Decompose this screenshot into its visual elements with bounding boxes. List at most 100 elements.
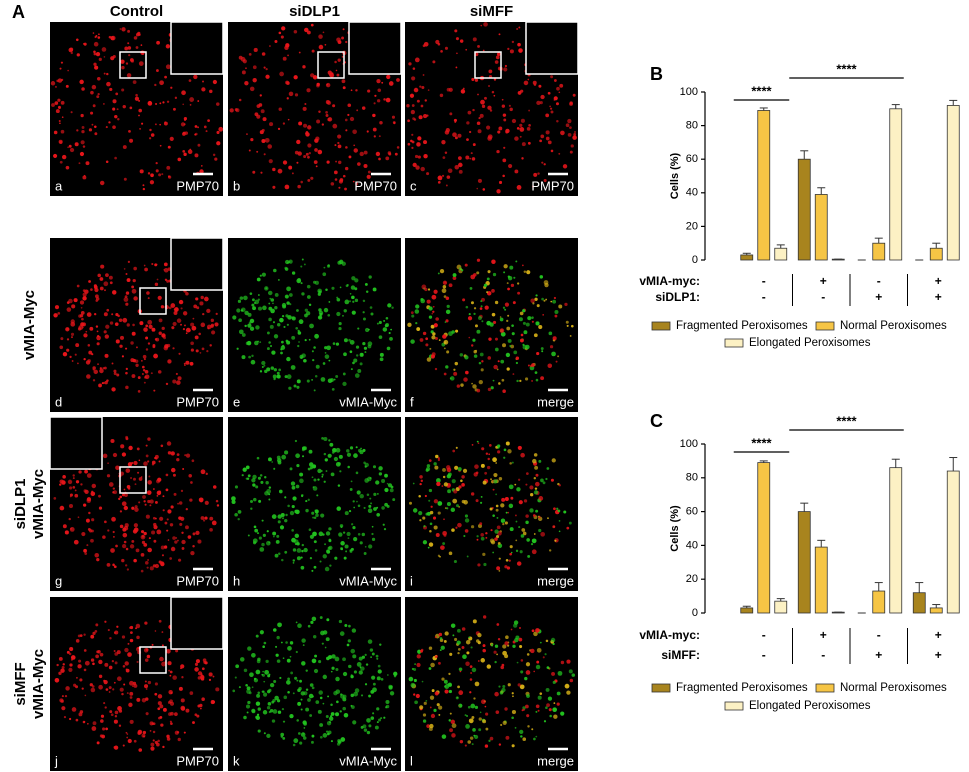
stain-dot [241,307,246,312]
stain-dot [209,344,212,347]
inset-box [317,51,345,79]
stain-dot [241,474,244,477]
stain-dot [353,537,358,542]
stain-dot [447,489,451,494]
stain-dot [496,368,499,371]
stain-dot [318,660,322,664]
stain-dot [540,347,544,350]
stain-dot [465,305,469,309]
stain-dot [419,338,424,342]
stain-dot [129,680,134,686]
stain-dot [145,324,149,328]
y-tick-label: 60 [686,506,698,518]
stain-dot [520,338,524,343]
stain-dot [344,624,348,628]
stain-dot [527,316,532,321]
stain-dot [259,474,263,477]
stain-dot [324,351,327,354]
stain-dot [492,379,495,382]
stain-dot [131,461,134,465]
stain-dot [334,60,337,64]
stain-dot [328,359,331,362]
stain-dot [298,51,301,54]
stain-dot [515,635,520,640]
stain-dot [499,316,502,318]
stain-dot [175,649,179,653]
stain-dot [234,676,237,679]
stain-dot [344,544,349,549]
stain-dot [407,142,411,146]
stain-dot [247,323,252,328]
stain-dot [518,637,523,642]
stain-dot [378,320,382,324]
stain-dot [573,133,577,136]
stain-dot [256,659,261,664]
stain-dot [326,345,331,351]
inset [170,237,224,291]
stain-dot [291,485,296,490]
stain-dot [176,731,180,734]
stain-dot [446,350,450,354]
stain-dot [262,710,268,715]
stain-dot [431,689,435,693]
stain-dot [540,94,545,100]
stain-dot [285,259,290,265]
stain-dot [376,79,381,84]
stain-dot [268,710,271,714]
stain-dot [191,459,195,463]
stain-dot [441,140,446,145]
stain-dot [282,517,285,520]
stain-dot [143,500,146,503]
stain-dot [104,520,107,524]
stain-dot [135,623,141,629]
stain-dot [323,307,329,313]
stain-dot [343,713,349,718]
stain-dot [193,74,198,80]
stain-dot [168,306,172,310]
stain-dot [150,173,154,178]
stain-dot [525,322,530,327]
stain-dot [429,695,435,700]
stain-dot [142,495,146,499]
stain-dot [79,314,84,318]
stain-dot [307,143,312,148]
stain-dot [338,326,342,331]
stain-dot [432,60,436,64]
stain-dot [508,484,514,490]
stain-dot [119,687,124,692]
stain-dot [465,639,471,645]
stain-dot [533,477,537,480]
stain-dot [183,362,186,365]
stain-dot [289,641,294,645]
stain-dot [192,317,195,320]
stain-dot [350,693,355,698]
stain-dot [61,666,65,670]
micrograph: b PMP70 [228,21,402,196]
stain-dot [545,639,549,643]
stain-dot [67,146,70,149]
stain-dot [134,96,140,101]
stain-dot [200,677,205,681]
stain-dot [451,733,456,738]
stain-dot [335,689,341,694]
stain-dot [295,453,300,459]
stain-dot [75,38,79,42]
stain-dot [114,652,119,656]
stain-dot [324,543,326,546]
stain-dot [161,661,166,667]
stain-dot [95,623,99,627]
stain-dot [437,175,443,181]
stain-dot [551,351,556,357]
stain-dot [556,119,559,123]
stain-dot [304,308,308,312]
stain-dot [571,673,576,677]
stain-dot [158,318,163,323]
stain-dot [284,518,288,523]
stain-dot [262,673,265,677]
stain-dot [300,708,303,711]
stain-dot [351,276,356,281]
stain-dot [501,497,506,502]
stain-dot [443,639,447,643]
stain-dot [247,312,252,317]
stain-dot [211,520,217,526]
